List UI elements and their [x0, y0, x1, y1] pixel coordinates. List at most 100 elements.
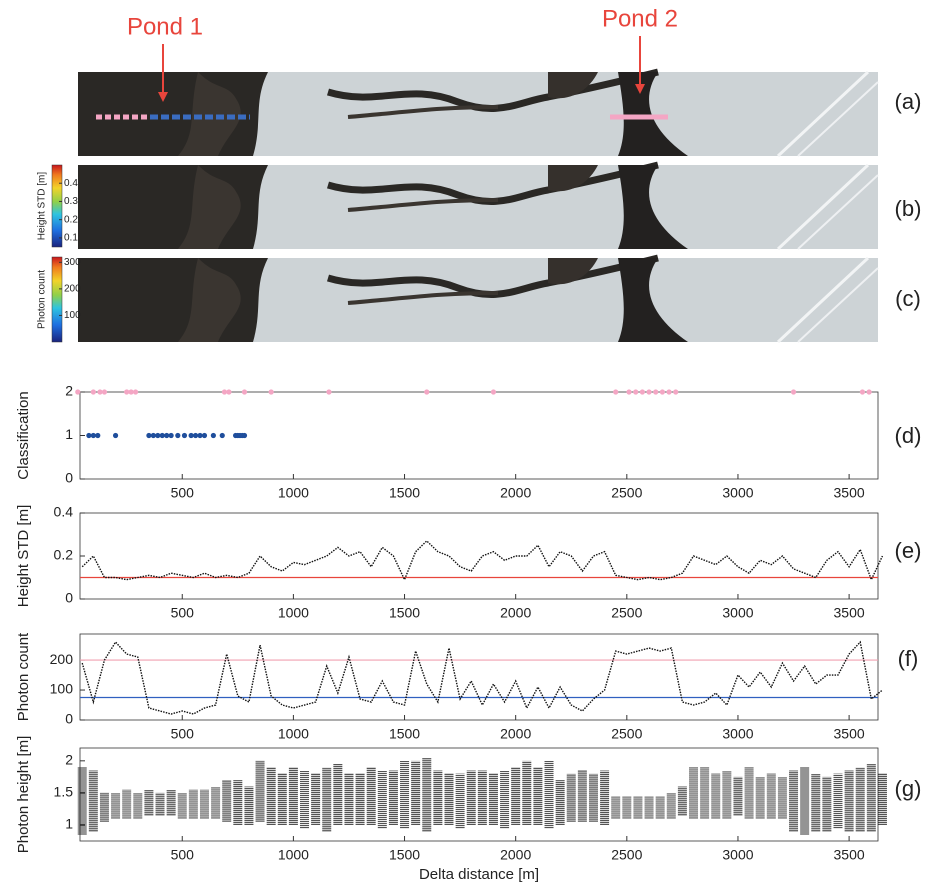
point — [633, 389, 639, 395]
arrow-head — [635, 84, 645, 94]
point — [790, 389, 797, 395]
y-tick-label: 200 — [50, 651, 74, 667]
point — [128, 389, 134, 395]
point — [490, 389, 497, 395]
y-tick-label: 0.2 — [54, 547, 74, 563]
x-tick-label: 3000 — [722, 847, 753, 863]
colorbar-tick-label: 0.2 — [64, 214, 78, 225]
point — [188, 432, 194, 439]
point — [164, 432, 170, 439]
point — [112, 432, 119, 439]
panel-label: (g) — [895, 776, 922, 801]
x-tick-label: 1500 — [389, 485, 420, 501]
point — [424, 389, 430, 395]
point — [268, 389, 274, 395]
point — [659, 389, 665, 395]
point — [168, 432, 174, 439]
colorbar-tick-label: 100 — [64, 310, 81, 321]
panel-label: (a) — [895, 89, 922, 114]
x-tick-label: 3000 — [722, 726, 753, 742]
panel-label: (d) — [895, 423, 922, 448]
x-tick-label: 3000 — [722, 485, 753, 501]
point — [132, 389, 139, 395]
point — [181, 432, 188, 439]
x-axis-label: Delta distance [m] — [419, 866, 539, 883]
point — [192, 432, 199, 439]
point — [75, 389, 81, 395]
x-tick-label: 2000 — [500, 485, 531, 501]
x-tick-label: 3500 — [834, 847, 865, 863]
y-tick-label: 2 — [65, 752, 73, 768]
point — [155, 432, 161, 439]
point — [866, 389, 872, 395]
x-tick-label: 1000 — [278, 847, 309, 863]
x-tick-label: 1500 — [389, 605, 420, 621]
point — [653, 389, 659, 395]
y-tick-label: 0 — [65, 711, 73, 727]
axes-frame — [79, 633, 879, 721]
colorbar-label: Photon count — [37, 270, 48, 329]
point — [646, 389, 652, 395]
y-tick-label: 100 — [50, 681, 74, 697]
y-tick-label: 1 — [65, 816, 73, 832]
y-tick-label: 0 — [65, 470, 73, 486]
point — [673, 389, 679, 395]
colorbar-tick-label: 0.3 — [64, 196, 78, 207]
point — [613, 389, 619, 395]
image-panel-a — [78, 72, 878, 156]
x-tick-label: 3500 — [834, 605, 865, 621]
point — [101, 389, 108, 395]
x-tick-label: 2500 — [611, 485, 642, 501]
y-tick-label: 0.4 — [54, 504, 74, 520]
colorbar-tick-label: 0.4 — [64, 178, 78, 189]
point — [639, 389, 645, 395]
data-line — [81, 539, 884, 582]
point — [241, 389, 248, 395]
data-line — [81, 640, 883, 715]
point — [97, 389, 103, 395]
panel-label: (c) — [895, 286, 921, 311]
point — [221, 389, 228, 395]
point — [150, 432, 156, 439]
y-axis-label: Photon height [m] — [15, 736, 32, 854]
x-tick-label: 3500 — [834, 726, 865, 742]
x-tick-label: 1500 — [389, 847, 420, 863]
point — [197, 432, 203, 439]
x-tick-label: 2000 — [500, 847, 531, 863]
point — [90, 432, 96, 439]
point — [175, 432, 181, 439]
colorbar — [51, 256, 63, 343]
point — [666, 389, 672, 395]
point — [226, 389, 232, 395]
x-tick-label: 2000 — [500, 605, 531, 621]
arrow-head — [158, 92, 168, 102]
x-tick-label: 1000 — [278, 726, 309, 742]
x-tick-label: 3500 — [834, 485, 865, 501]
point — [201, 432, 208, 439]
x-tick-label: 500 — [171, 847, 195, 863]
x-tick-label: 3000 — [722, 605, 753, 621]
point — [159, 432, 165, 439]
x-tick-label: 500 — [171, 605, 195, 621]
y-axis-label: Height STD [m] — [15, 505, 32, 608]
point — [219, 432, 225, 439]
annotation: Pond 1 — [127, 13, 203, 40]
panel-label: (e) — [895, 538, 922, 563]
annotation: Pond 2 — [602, 5, 678, 32]
point — [241, 432, 248, 439]
x-tick-label: 500 — [171, 726, 195, 742]
x-tick-label: 1000 — [278, 605, 309, 621]
point — [859, 389, 866, 395]
x-tick-label: 2000 — [500, 726, 531, 742]
y-tick-label: 2 — [65, 383, 73, 399]
point — [95, 432, 101, 439]
point — [90, 389, 96, 395]
colorbar — [51, 164, 63, 248]
point — [626, 389, 632, 395]
colorbar-tick-label: 0.1 — [64, 233, 78, 244]
panel-label: (f) — [898, 646, 919, 671]
colorbar-tick-label: 200 — [64, 284, 81, 295]
x-tick-label: 2500 — [611, 605, 642, 621]
y-tick-label: 0 — [65, 590, 73, 606]
